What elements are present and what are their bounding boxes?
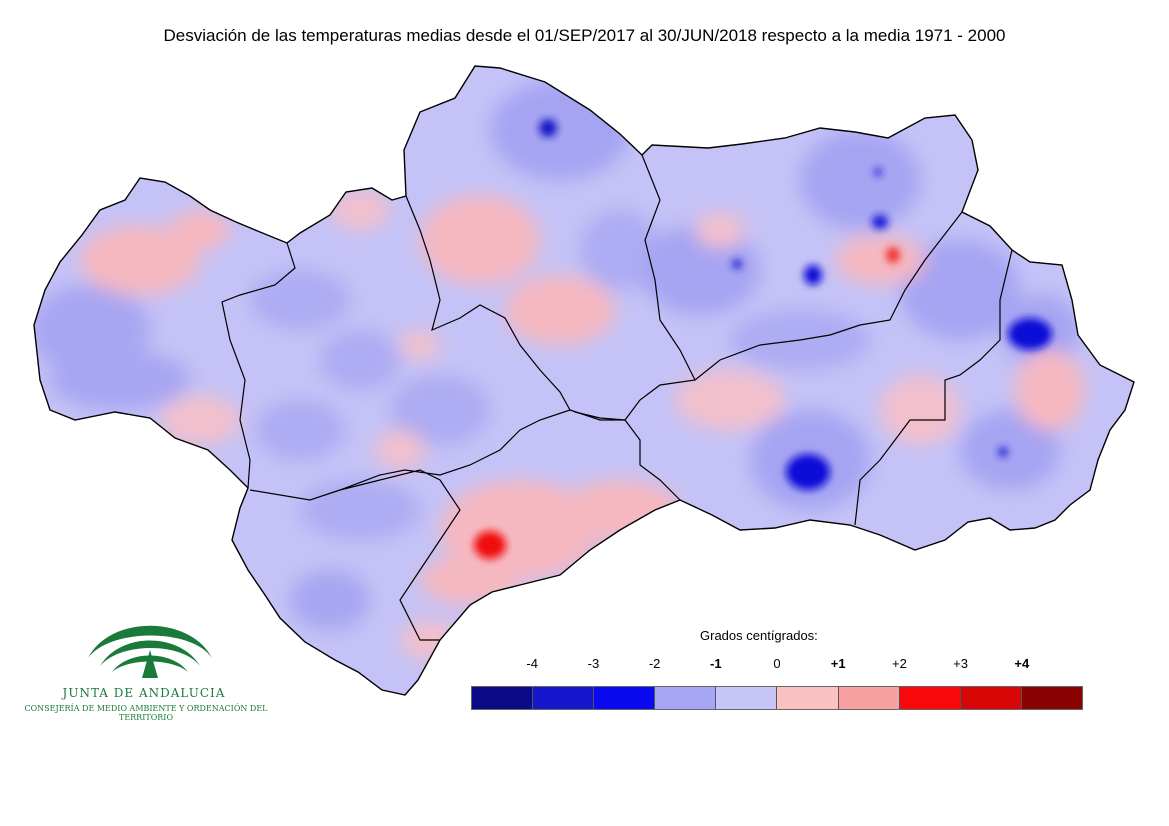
legend-swatch-1 [533, 687, 595, 709]
legend-swatch-4 [716, 687, 778, 709]
junta-andalucia-logo [88, 625, 212, 678]
legend-swatch-5 [777, 687, 839, 709]
legend-tick-label: +2 [891, 656, 907, 671]
logo-subtitle: CONSEJERÍA DE MEDIO AMBIENTE Y ORDENACIÓ… [24, 704, 268, 722]
legend-title: Grados centígrados: [700, 628, 818, 643]
legend-swatch-2 [594, 687, 656, 709]
legend-tick-label: -2 [648, 656, 661, 671]
legend-tick-label: -3 [587, 656, 600, 671]
legend-swatch-7 [899, 687, 961, 709]
logo-name: JUNTA DE ANDALUCIA [62, 686, 226, 700]
legend-ticks: -4 -3 -2 -1 0 +1 +2 +3 +4 [471, 656, 1083, 676]
legend-swatch-6 [838, 687, 900, 709]
legend-tick-label: 0 [773, 656, 781, 671]
region-outline [33, 65, 1135, 696]
legend-tick-label: +1 [830, 656, 846, 671]
legend-color-bar [471, 686, 1083, 710]
legend-tick-label: +3 [953, 656, 969, 671]
legend-tick-label: -1 [710, 656, 722, 671]
legend-swatch-9 [1021, 687, 1082, 709]
legend-tick-label: -4 [526, 656, 538, 671]
legend-tick-label: +4 [1014, 656, 1030, 671]
strong-anomaly-spots [474, 119, 1052, 559]
anomaly-patches [34, 80, 1085, 660]
legend-swatch-3 [655, 687, 717, 709]
province-boundaries [221, 154, 1013, 641]
legend-swatch-0 [472, 687, 534, 709]
legend-swatch-8 [960, 687, 1022, 709]
map-title: Desviación de las temperaturas medias de… [163, 26, 1006, 45]
